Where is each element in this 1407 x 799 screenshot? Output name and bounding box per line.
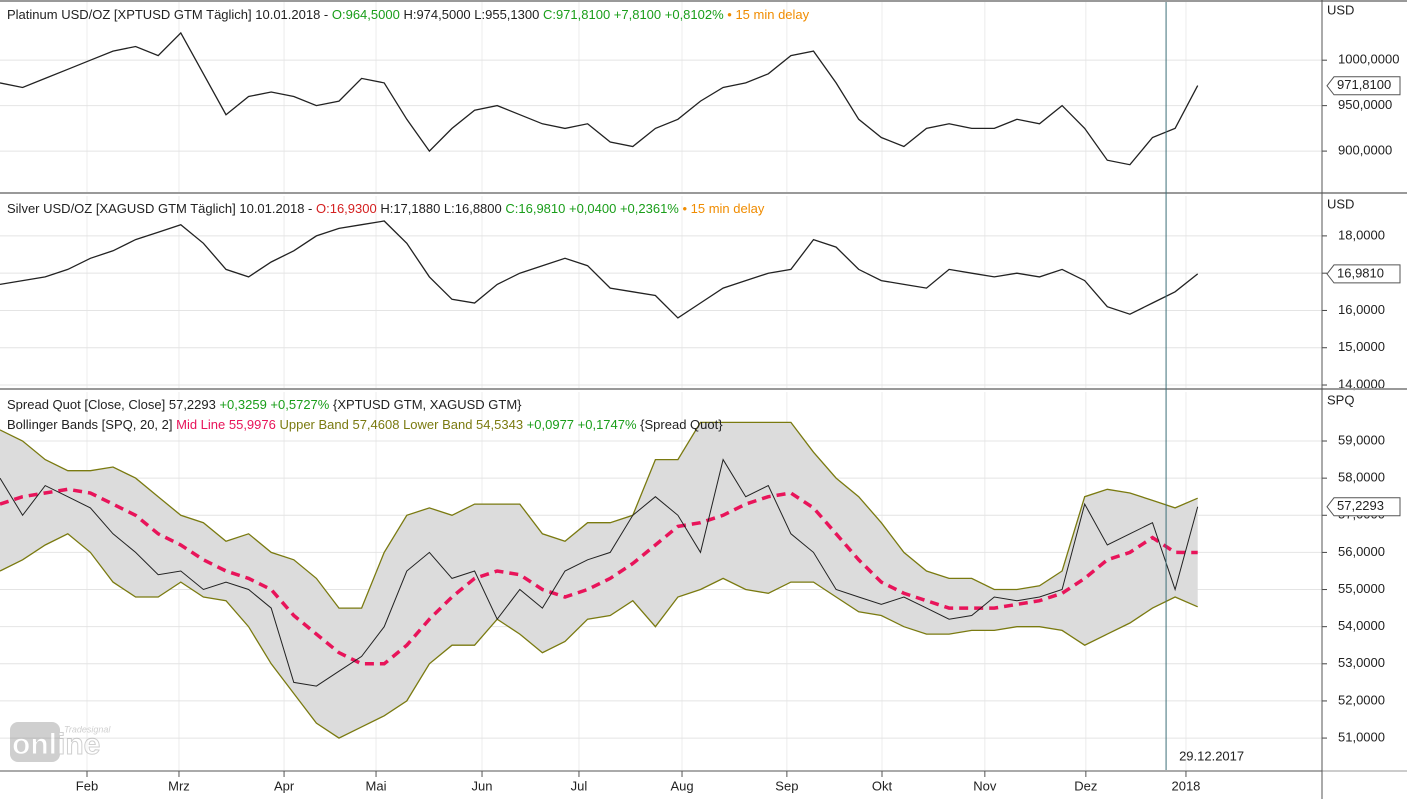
y-tick-label: 56,0000 bbox=[1338, 544, 1385, 559]
y-tick-label: 16,0000 bbox=[1338, 302, 1385, 317]
y-unit: USD bbox=[1327, 196, 1354, 211]
legend: Spread Quot [Close, Close] 57,2293 +0,32… bbox=[7, 397, 522, 412]
watermark-box bbox=[10, 722, 60, 762]
legend-segment: Upper Band 57,4608 Lower Band 54,5343 bbox=[276, 417, 523, 432]
legend-segment: {XPTUSD GTM, XAGUSD GTM} bbox=[329, 397, 522, 412]
date-marker-label: 29.12.2017 bbox=[1179, 748, 1244, 763]
y-tick-label: 53,0000 bbox=[1338, 655, 1385, 670]
x-tick-label: Mai bbox=[366, 778, 387, 793]
legend-segment: C:971,8100 +7,8100 +0,8102% bbox=[543, 7, 724, 22]
last-value-box bbox=[1326, 497, 1401, 517]
y-tick-label: 18,0000 bbox=[1338, 227, 1385, 242]
y-tick-label: 1000,0000 bbox=[1338, 52, 1399, 67]
legend-segment: +0,0977 +0,1747% bbox=[523, 417, 637, 432]
x-tick-label: Aug bbox=[670, 778, 693, 793]
y-tick-label: 51,0000 bbox=[1338, 730, 1385, 745]
legend-segment: H:17,1880 L:16,8800 bbox=[377, 201, 506, 216]
watermark-brand: Tradesignal bbox=[64, 724, 111, 734]
x-tick-label: 2018 bbox=[1171, 778, 1200, 793]
legend: Silver USD/OZ [XAGUSD GTM Täglich] 10.01… bbox=[7, 201, 765, 216]
legend-segment: {Spread Quot} bbox=[637, 417, 724, 432]
x-tick-label: Nov bbox=[973, 778, 997, 793]
series-line bbox=[0, 31, 1199, 166]
x-tick-label: Sep bbox=[775, 778, 798, 793]
x-tick-label: Jul bbox=[571, 778, 588, 793]
y-tick-label: 900,0000 bbox=[1338, 143, 1392, 158]
last-value-label: 57,2293 bbox=[1337, 498, 1384, 513]
y-tick-label: 54,0000 bbox=[1338, 618, 1385, 633]
legend-segment: Bollinger Bands [SPQ, 20, 2] bbox=[7, 417, 176, 432]
last-value-box bbox=[1326, 76, 1401, 96]
legend: Platinum USD/OZ [XPTUSD GTM Täglich] 10.… bbox=[7, 7, 810, 22]
last-value-box bbox=[1326, 264, 1401, 284]
x-tick-label: Feb bbox=[76, 778, 98, 793]
y-tick-label: 950,0000 bbox=[1338, 97, 1392, 112]
watermark-word: online bbox=[12, 728, 100, 761]
legend-segment: O:964,5000 bbox=[332, 7, 400, 22]
legend-segment: C:16,9810 +0,0400 +0,2361% bbox=[505, 201, 679, 216]
y-tick-label: 58,0000 bbox=[1338, 470, 1385, 485]
legend-segment: Mid Line 55,9976 bbox=[176, 417, 276, 432]
legend-segment: • 15 min delay bbox=[724, 7, 810, 22]
x-tick-label: Mrz bbox=[168, 778, 190, 793]
legend-segment: +0,3259 +0,5727% bbox=[219, 397, 329, 412]
last-value-label: 16,9810 bbox=[1337, 265, 1384, 280]
series-line bbox=[0, 421, 1198, 609]
y-tick-label: 15,0000 bbox=[1338, 339, 1385, 354]
x-tick-label: Jun bbox=[472, 778, 493, 793]
last-value-label: 971,8100 bbox=[1337, 77, 1391, 92]
series-line bbox=[0, 487, 1198, 666]
legend-segment: O:16,9300 bbox=[316, 201, 377, 216]
legend-segment: Silver USD/OZ [XAGUSD GTM Täglich] 10.01… bbox=[7, 201, 316, 216]
band-fill bbox=[0, 422, 1198, 739]
legend-segment: H:974,5000 L:955,1300 bbox=[400, 7, 543, 22]
series-line bbox=[0, 220, 1199, 319]
series-line bbox=[0, 458, 1199, 687]
series-line bbox=[0, 533, 1198, 739]
y-tick-label: 55,0000 bbox=[1338, 581, 1385, 596]
legend-segment: Platinum USD/OZ [XPTUSD GTM Täglich] 10.… bbox=[7, 7, 332, 22]
y-tick-label: 52,0000 bbox=[1338, 692, 1385, 707]
y-unit: USD bbox=[1327, 2, 1354, 17]
legend-segment: • 15 min delay bbox=[679, 201, 765, 216]
y-tick-label: 14,0000 bbox=[1338, 376, 1385, 391]
legend: Bollinger Bands [SPQ, 20, 2] Mid Line 55… bbox=[7, 417, 723, 432]
y-tick-label: 59,0000 bbox=[1338, 432, 1385, 447]
x-tick-label: Dez bbox=[1074, 778, 1097, 793]
legend-segment: Spread Quot [Close, Close] 57,2293 bbox=[7, 397, 219, 412]
y-unit: SPQ bbox=[1327, 392, 1354, 407]
x-tick-label: Apr bbox=[274, 778, 295, 793]
x-tick-label: Okt bbox=[872, 778, 893, 793]
